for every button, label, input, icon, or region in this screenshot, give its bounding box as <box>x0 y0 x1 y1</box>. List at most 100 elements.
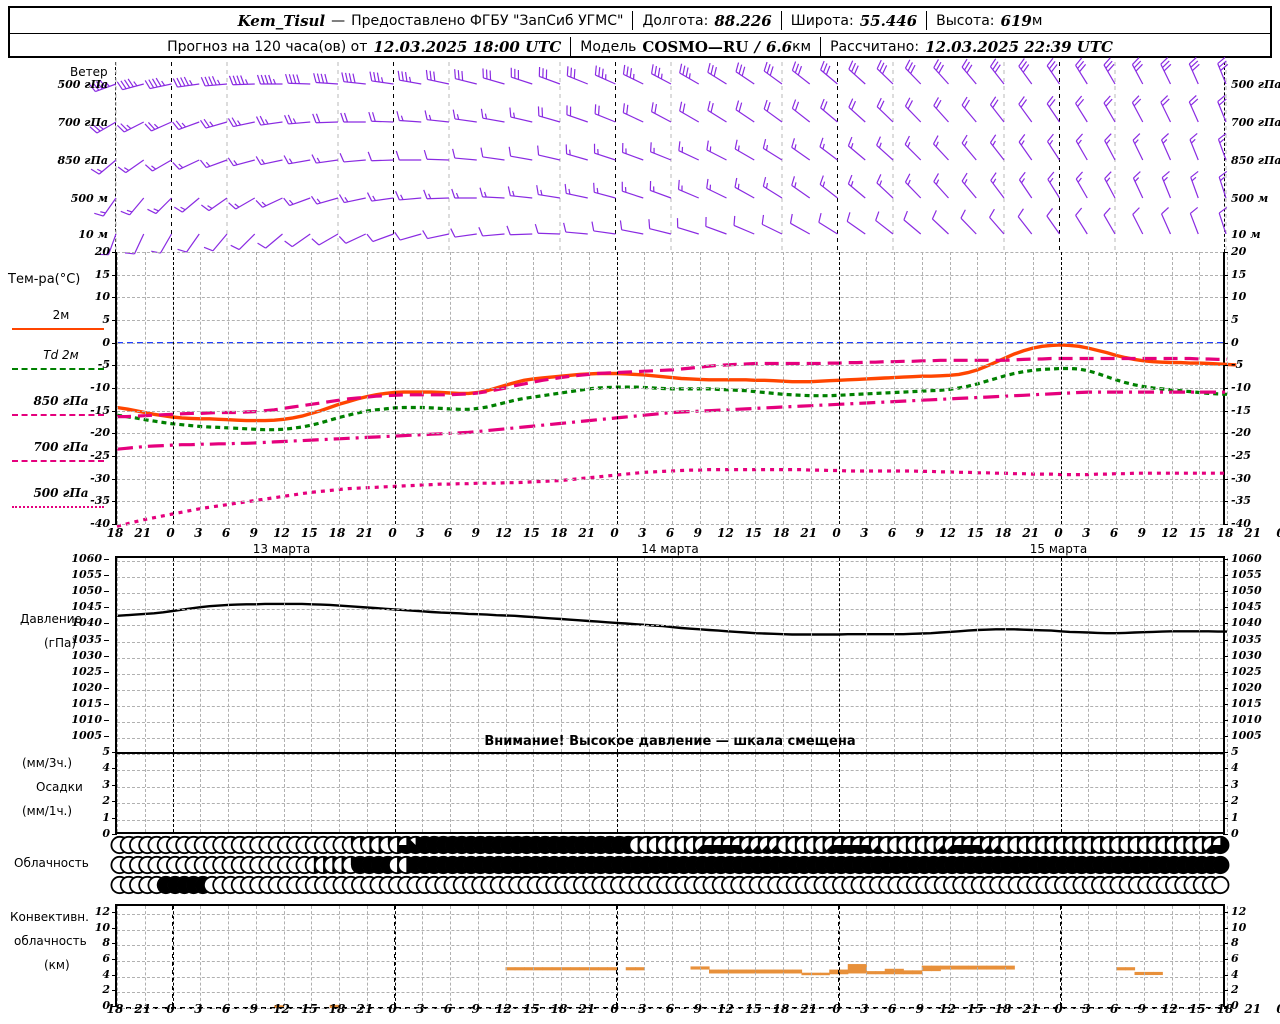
gridline-vertical <box>672 754 673 832</box>
axis-tick-label: 4 <box>102 967 110 981</box>
gridline-vertical <box>1005 906 1006 1006</box>
axis-tick-label: 1060 <box>71 552 102 566</box>
precipitation-plot <box>115 752 1228 837</box>
gridline-vertical <box>1143 754 1145 832</box>
axis-tick <box>1223 591 1228 593</box>
axis-tick-label: -20 <box>90 426 110 440</box>
gridline-horizontal <box>117 433 1223 435</box>
gridline-vertical <box>699 906 701 1006</box>
gridline-vertical <box>810 906 812 1006</box>
gridline-vertical <box>1060 558 1062 752</box>
gridline-vertical <box>1088 252 1090 524</box>
gridline-vertical <box>200 252 202 524</box>
gridline-horizontal <box>117 705 1223 707</box>
axis-tick <box>112 365 117 367</box>
hour-label: 9 <box>249 526 258 540</box>
gridline-horizontal <box>117 803 1223 805</box>
temperature-plot <box>115 252 1237 528</box>
hour-label: 3 <box>1082 526 1091 540</box>
hour-label: 6 <box>1109 1002 1119 1016</box>
axis-tick-label: 8 <box>102 936 110 950</box>
wind-level-label: 850 гПа <box>57 154 109 167</box>
gridline-vertical <box>366 754 368 832</box>
gridline-vertical <box>255 754 257 832</box>
gridline-vertical <box>1060 754 1062 832</box>
axis-tick-label: 0 <box>102 999 110 1012</box>
hour-label: 0 <box>166 526 175 540</box>
gridline-horizontal <box>117 929 1223 931</box>
gridline-vertical <box>755 906 757 1006</box>
axis-tick <box>1223 958 1228 960</box>
axis-tick-label: 20 <box>94 245 110 258</box>
hour-label: 0 <box>388 526 397 540</box>
wind-panel: Ветер 500 гПа 500 гПа 700 гПа 700 гПа 850 гП… <box>0 56 1280 256</box>
gridline-vertical <box>616 754 618 832</box>
gridline-vertical <box>172 558 174 752</box>
altitude-unit: м <box>1031 12 1043 29</box>
axis-tick <box>104 591 109 593</box>
axis-tick-label: 1030 <box>71 648 102 662</box>
axis-tick <box>1223 671 1228 673</box>
axis-tick <box>1223 456 1228 457</box>
gridline-vertical <box>394 906 396 1006</box>
gridline-vertical <box>117 906 118 1006</box>
convective-panel: Конвективн. облачность (км) 12 10 8 6 4 2 0 12 1… <box>0 896 1280 1012</box>
gridline-vertical <box>866 558 868 752</box>
gridline-vertical <box>1227 906 1228 1006</box>
gridline-vertical <box>422 754 424 832</box>
gridline-vertical <box>1199 558 1201 752</box>
axis-tick <box>1223 607 1228 609</box>
axis-tick <box>1223 623 1228 625</box>
hour-label: 9 <box>471 1002 480 1016</box>
legend-label: 850 гПа <box>33 394 89 408</box>
gridline-vertical <box>311 252 313 524</box>
axis-tick <box>104 687 109 689</box>
axis-tick-label: -15 <box>1231 403 1251 417</box>
axis-tick <box>104 655 109 657</box>
axis-tick-label: 2 <box>102 983 110 997</box>
gridline-vertical <box>228 252 229 524</box>
wind-level-label: 500 гПа <box>1231 78 1280 91</box>
gridline-vertical <box>949 906 951 1006</box>
hour-label: 21 <box>134 526 152 540</box>
gridline-vertical <box>394 754 396 832</box>
axis-tick-label: -35 <box>90 494 110 508</box>
gridline-vertical <box>810 252 812 524</box>
axis-tick <box>112 927 117 929</box>
axis-tick <box>112 943 117 945</box>
gridline-vertical <box>588 906 590 1006</box>
gridline-vertical <box>588 558 590 752</box>
gridline-vertical <box>644 558 646 752</box>
legend-line-sample <box>12 328 104 330</box>
gridline-vertical <box>172 754 174 832</box>
hour-label: 0 <box>1276 526 1280 540</box>
hour-label: 12 <box>495 526 512 540</box>
gridline-vertical <box>1227 558 1228 752</box>
axis-tick <box>104 575 109 577</box>
gridline-horizontal <box>117 274 1223 276</box>
hour-label: 21 <box>800 1002 818 1016</box>
legend-line-sample <box>12 368 104 370</box>
gridline-horizontal <box>117 1008 1223 1009</box>
axis-tick-label: 2 <box>1231 983 1239 997</box>
axis-tick <box>1223 655 1228 657</box>
header-box: Kem_Tisul — Предоставлено ФГБУ "ЗапСиб У… <box>8 6 1272 58</box>
axis-tick <box>112 456 117 457</box>
gridline-vertical <box>1227 754 1228 832</box>
gridline-horizontal <box>117 524 1223 525</box>
gridline-vertical <box>311 754 313 832</box>
hour-label: 0 <box>388 1002 397 1016</box>
gridline-vertical <box>699 558 701 752</box>
gridline-vertical <box>117 754 118 832</box>
gridline-vertical <box>755 558 757 752</box>
gridline-vertical <box>810 558 812 752</box>
gridline-vertical <box>1005 754 1006 832</box>
pressure-plot: Внимание! Высокое давление — шкала смеще… <box>115 556 1228 752</box>
gridline-vertical <box>283 558 285 752</box>
computed-time: 12.03.2025 22:39 UTC <box>925 37 1113 56</box>
gridline-vertical <box>1005 558 1006 752</box>
gridline-vertical <box>977 558 979 752</box>
hour-label: 18 <box>550 1002 568 1016</box>
gridline-vertical <box>561 252 562 524</box>
axis-tick-label: 20 <box>1231 245 1247 258</box>
